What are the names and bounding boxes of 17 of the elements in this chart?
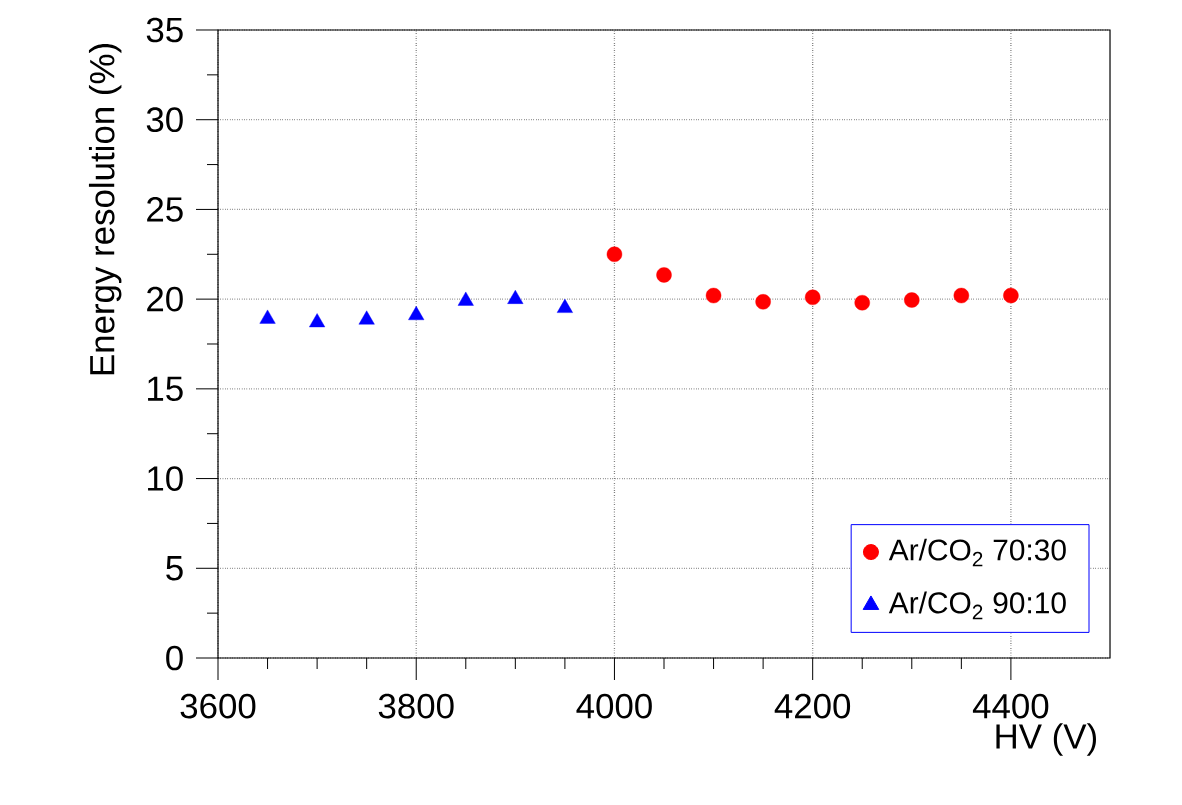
y-tick-label: 35 (146, 17, 183, 43)
x-tick-label: 3600 (180, 693, 256, 719)
y-tick-label: 30 (146, 107, 183, 133)
x-axis-title: HV (V) (996, 723, 1096, 756)
x-tick-label: 4200 (774, 693, 851, 719)
x-tick-label: 4400 (972, 693, 1049, 719)
y-tick-label: 10 (148, 466, 183, 491)
legend-label: Ar/CO$_{2}$ 70:30 (888, 538, 1066, 567)
y-tick-label: 15 (148, 376, 183, 402)
y-axis-title: Energy resolution (%) (88, 44, 122, 375)
legend-label: Ar/CO$_{2}$ 90:10 (888, 591, 1066, 620)
y-tick-label: 20 (147, 286, 183, 312)
y-tick-label: 25 (147, 197, 183, 222)
y-tick-label: 5 (166, 556, 183, 581)
x-tick-label: 3800 (378, 693, 454, 719)
x-tick-label: 4000 (576, 693, 652, 719)
y-tick-label: 0 (166, 645, 183, 671)
